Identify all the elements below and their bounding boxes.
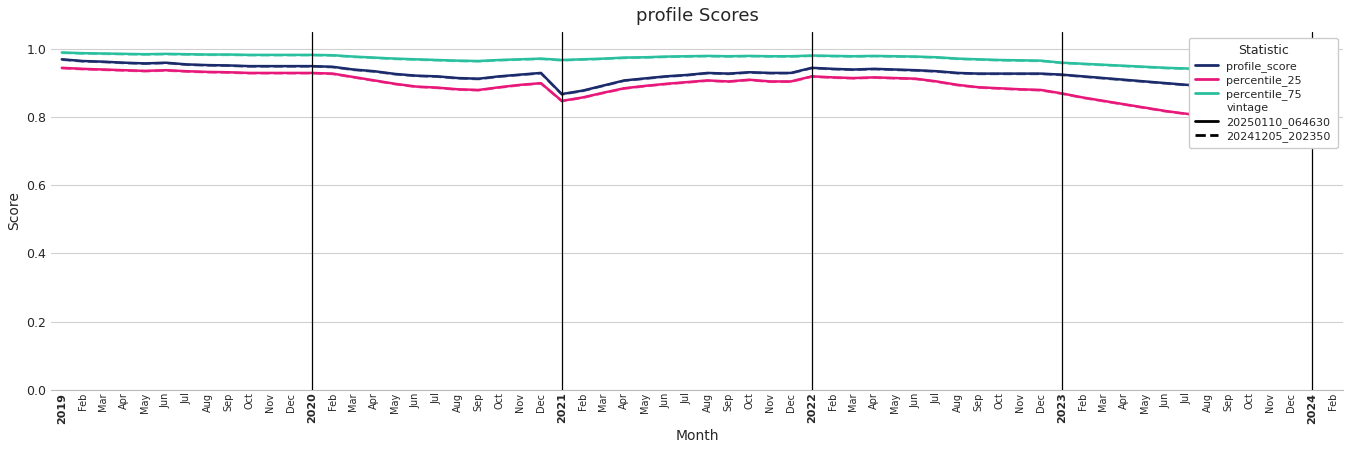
Y-axis label: Score: Score <box>7 191 22 230</box>
X-axis label: Month: Month <box>675 429 720 443</box>
Legend: profile_score, percentile_25, percentile_75, vintage, 20250110_064630, 20241205_: profile_score, percentile_25, percentile… <box>1189 38 1338 148</box>
Title: profile Scores: profile Scores <box>636 7 759 25</box>
